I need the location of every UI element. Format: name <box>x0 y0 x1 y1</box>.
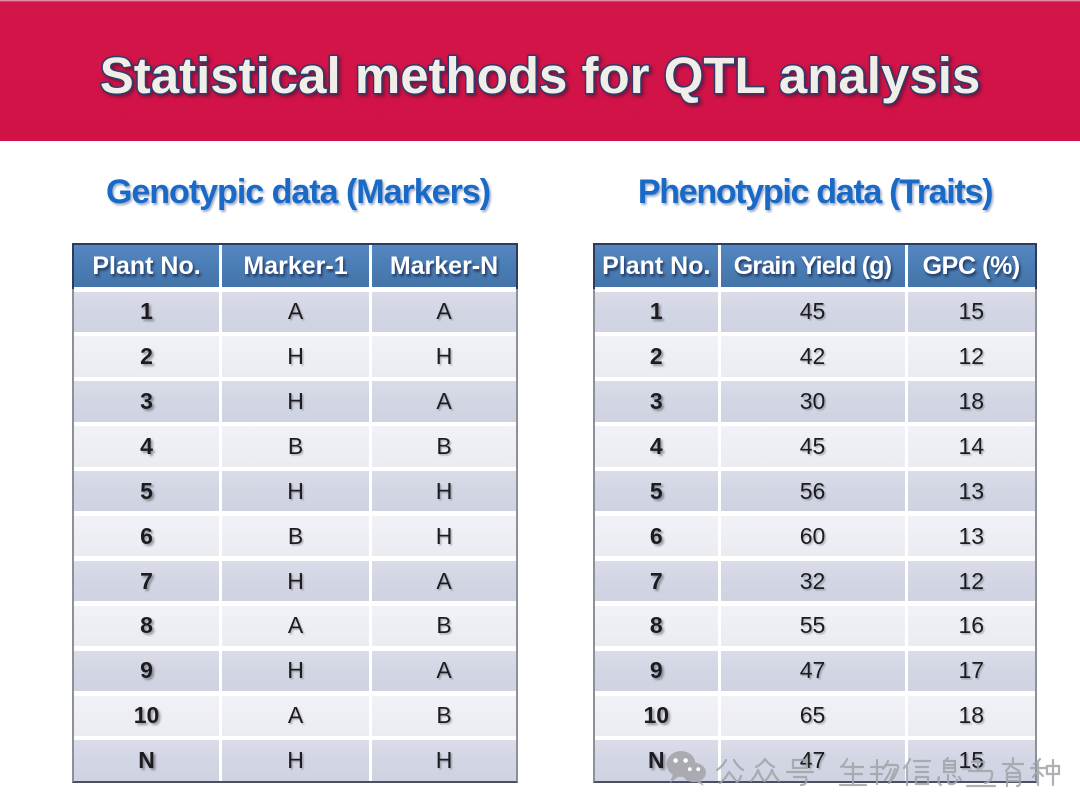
svg-text:Statistical methods for QTL an: Statistical methods for QTL analysis <box>100 47 980 104</box>
